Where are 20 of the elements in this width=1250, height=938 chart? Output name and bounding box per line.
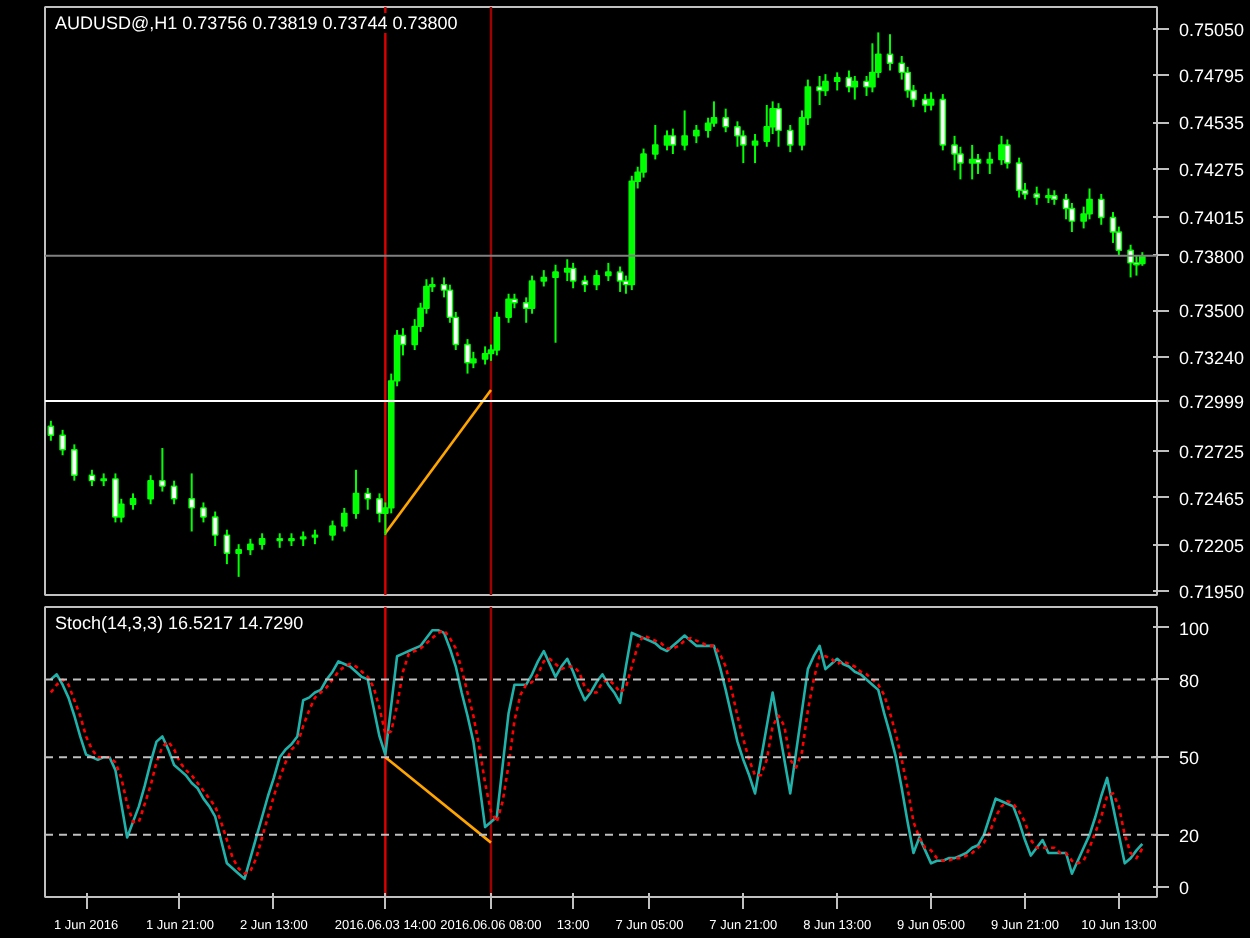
- ref-line-label: 0.72999: [1179, 392, 1245, 412]
- y-tick-label: 80: [1179, 670, 1200, 691]
- y-tick-label: 0.74015: [1179, 207, 1245, 228]
- y-tick-label: 0.74535: [1179, 113, 1245, 134]
- y-tick-label: 0.73240: [1179, 348, 1245, 369]
- y-tick-label: 0.74795: [1179, 66, 1245, 87]
- chart-title: Stoch(14,3,3) 16.5217 14.7290: [55, 613, 304, 633]
- chart-title: AUDUSD@,H1 0.73756 0.73819 0.73744 0.73800: [55, 13, 458, 33]
- ref-line-label: 0.73800: [1179, 246, 1245, 267]
- y-tick-label: 0: [1179, 877, 1190, 898]
- y-tick-label: 0.75050: [1179, 19, 1245, 40]
- y-tick-label: 20: [1179, 825, 1200, 846]
- y-tick-label: 100: [1179, 618, 1210, 639]
- y-tick-label: 0.73500: [1179, 301, 1245, 322]
- y-tick-label: 0.74275: [1179, 160, 1245, 181]
- y-tick-label: 0.72205: [1179, 536, 1245, 557]
- y-tick-label: 50: [1179, 748, 1200, 769]
- y-tick-label: 0.72725: [1179, 441, 1245, 462]
- y-tick-label: 0.71950: [1179, 582, 1245, 603]
- y-tick-label: 0.72465: [1179, 488, 1245, 509]
